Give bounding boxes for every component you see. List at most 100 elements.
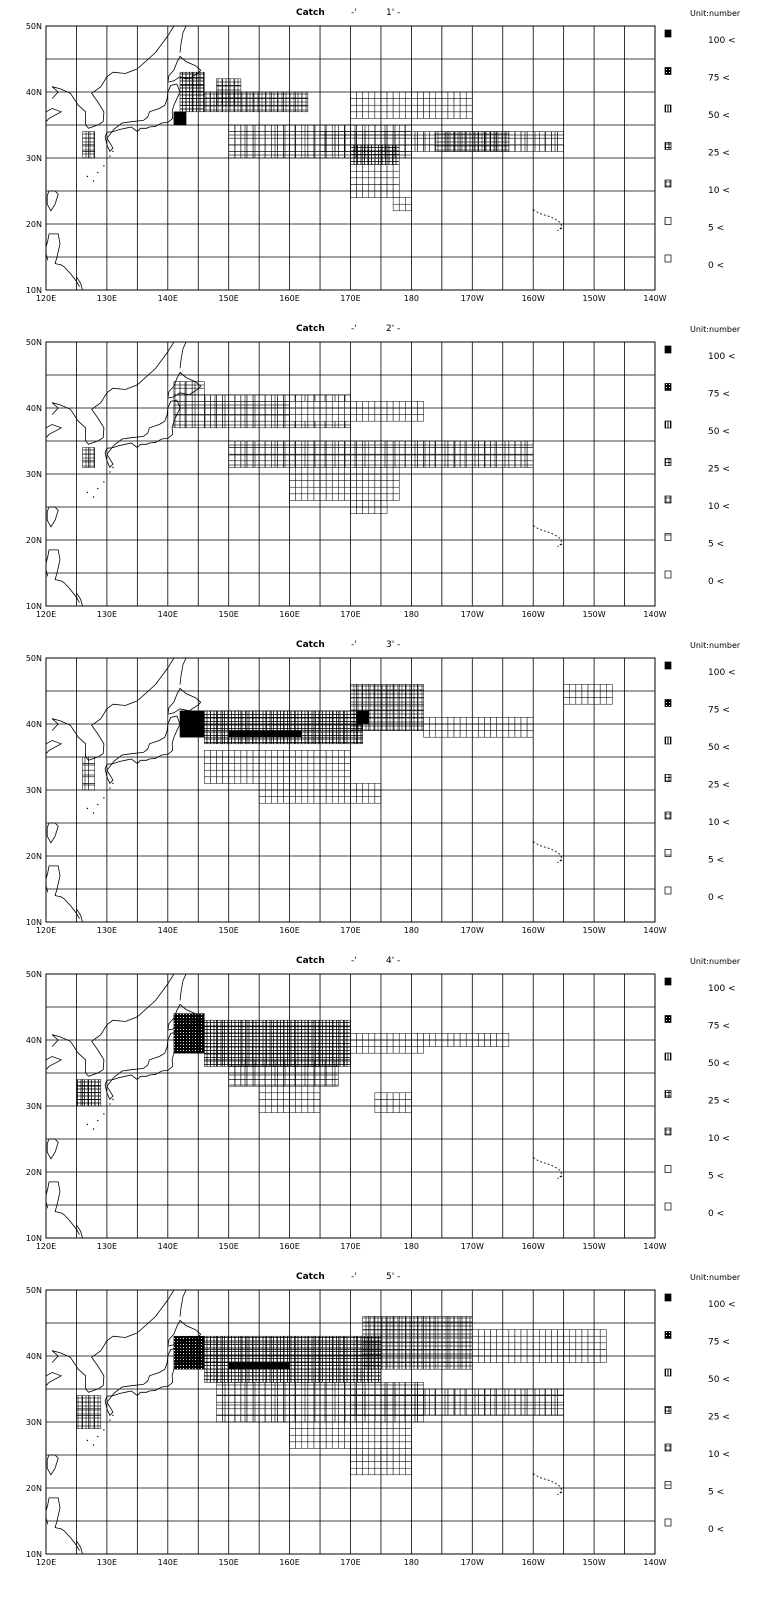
catch-cell	[344, 1382, 351, 1390]
catch-cell	[216, 1019, 223, 1028]
catch-cell	[392, 177, 400, 185]
catch-cell	[264, 736, 272, 745]
catch-cell	[374, 723, 382, 731]
catch-cell	[301, 1428, 309, 1436]
catch-cell	[356, 1441, 363, 1449]
catch-cell	[331, 440, 339, 448]
catch-cell	[374, 1316, 382, 1324]
catch-cell	[526, 144, 534, 152]
catch-cell	[429, 460, 437, 468]
catch-cell	[295, 717, 303, 725]
catch-cell	[368, 480, 376, 488]
catch-cell	[362, 684, 370, 692]
catch-cell	[386, 124, 394, 132]
catch-cell	[228, 710, 236, 718]
catch-cell	[277, 776, 284, 784]
catch-cell	[222, 1342, 229, 1350]
catch-cell	[374, 131, 382, 139]
catch-cell	[313, 473, 321, 481]
catch-cell	[82, 1079, 89, 1087]
catch-cell	[338, 1368, 345, 1377]
catch-cell	[380, 104, 388, 113]
catch-cell	[277, 1401, 284, 1410]
catch-cell	[252, 453, 260, 462]
catch-cell	[374, 783, 382, 791]
catch-cell	[374, 1428, 382, 1436]
catch-cell	[252, 1415, 260, 1423]
catch-cell	[283, 1388, 290, 1396]
coast-path	[51, 973, 175, 1077]
catch-cell	[411, 98, 418, 106]
catch-cell	[350, 736, 357, 745]
catch-cell	[532, 1388, 540, 1396]
catch-cell	[325, 131, 333, 139]
catch-cell	[246, 776, 254, 784]
catch-cell	[258, 1105, 266, 1113]
catch-cell	[411, 453, 418, 462]
catch-cell	[234, 1368, 242, 1377]
catch-cell	[398, 1448, 406, 1456]
y-tick-label: 50N	[26, 338, 42, 347]
catch-cell	[392, 1441, 400, 1449]
catch-cell	[264, 1401, 272, 1410]
catch-cell	[380, 401, 388, 409]
catch-cell	[374, 506, 382, 514]
catch-cell	[392, 1105, 400, 1113]
catch-cell	[338, 750, 345, 758]
legend-swatch	[664, 886, 672, 895]
catch-cell	[234, 710, 242, 718]
catch-cell	[295, 1066, 303, 1074]
island-dot	[97, 171, 99, 174]
catch-cell	[204, 717, 211, 725]
catch-cell	[319, 1342, 327, 1350]
catch-cell	[362, 1335, 370, 1344]
catch-cell	[307, 440, 315, 448]
catch-cell	[386, 190, 394, 198]
catch-cell	[289, 1382, 296, 1390]
catch-cell	[392, 1355, 400, 1363]
catch-cell	[185, 1355, 193, 1363]
catch-cell	[374, 190, 382, 198]
catch-cell	[319, 460, 327, 468]
catch-cell	[198, 401, 205, 409]
catch-cell	[362, 710, 370, 718]
catch-cell	[362, 1329, 370, 1337]
catch-cell	[331, 717, 339, 725]
catch-cell	[258, 131, 266, 139]
catch-cell	[204, 407, 211, 415]
catch-cell	[380, 1329, 388, 1337]
catch-cell	[386, 1316, 394, 1324]
catch-cell	[173, 118, 181, 126]
catch-cell	[295, 144, 303, 152]
catch-cell	[380, 1092, 388, 1100]
catch-cell	[417, 453, 424, 462]
catch-cell	[344, 763, 351, 771]
catch-cell	[258, 1019, 266, 1028]
catch-cell	[313, 1388, 321, 1396]
catch-cell	[569, 1349, 577, 1357]
catch-cell	[362, 1033, 370, 1041]
catch-cell	[417, 1355, 424, 1363]
catch-cell	[545, 1349, 552, 1357]
catch-cell	[350, 440, 357, 448]
catch-cell	[374, 717, 382, 725]
catch-cell	[441, 1349, 449, 1357]
catch-cell	[252, 1039, 260, 1047]
catch-cell	[459, 1342, 467, 1350]
catch-cell	[198, 730, 205, 738]
catch-cell	[301, 783, 309, 791]
catch-cell	[234, 1375, 242, 1383]
catch-cell	[386, 1448, 394, 1456]
catch-cell	[350, 1033, 357, 1041]
y-tick-label: 30N	[26, 154, 42, 163]
catch-cell	[289, 717, 296, 725]
catch-cell	[277, 1375, 284, 1383]
catch-cell	[228, 1066, 236, 1074]
catch-cell	[216, 1362, 223, 1370]
catch-cell	[502, 1039, 510, 1047]
catch-cell	[216, 78, 223, 86]
catch-cell	[319, 776, 327, 784]
coast-path	[46, 506, 59, 528]
catch-cell	[514, 1408, 522, 1416]
catch-cell	[307, 1033, 315, 1041]
